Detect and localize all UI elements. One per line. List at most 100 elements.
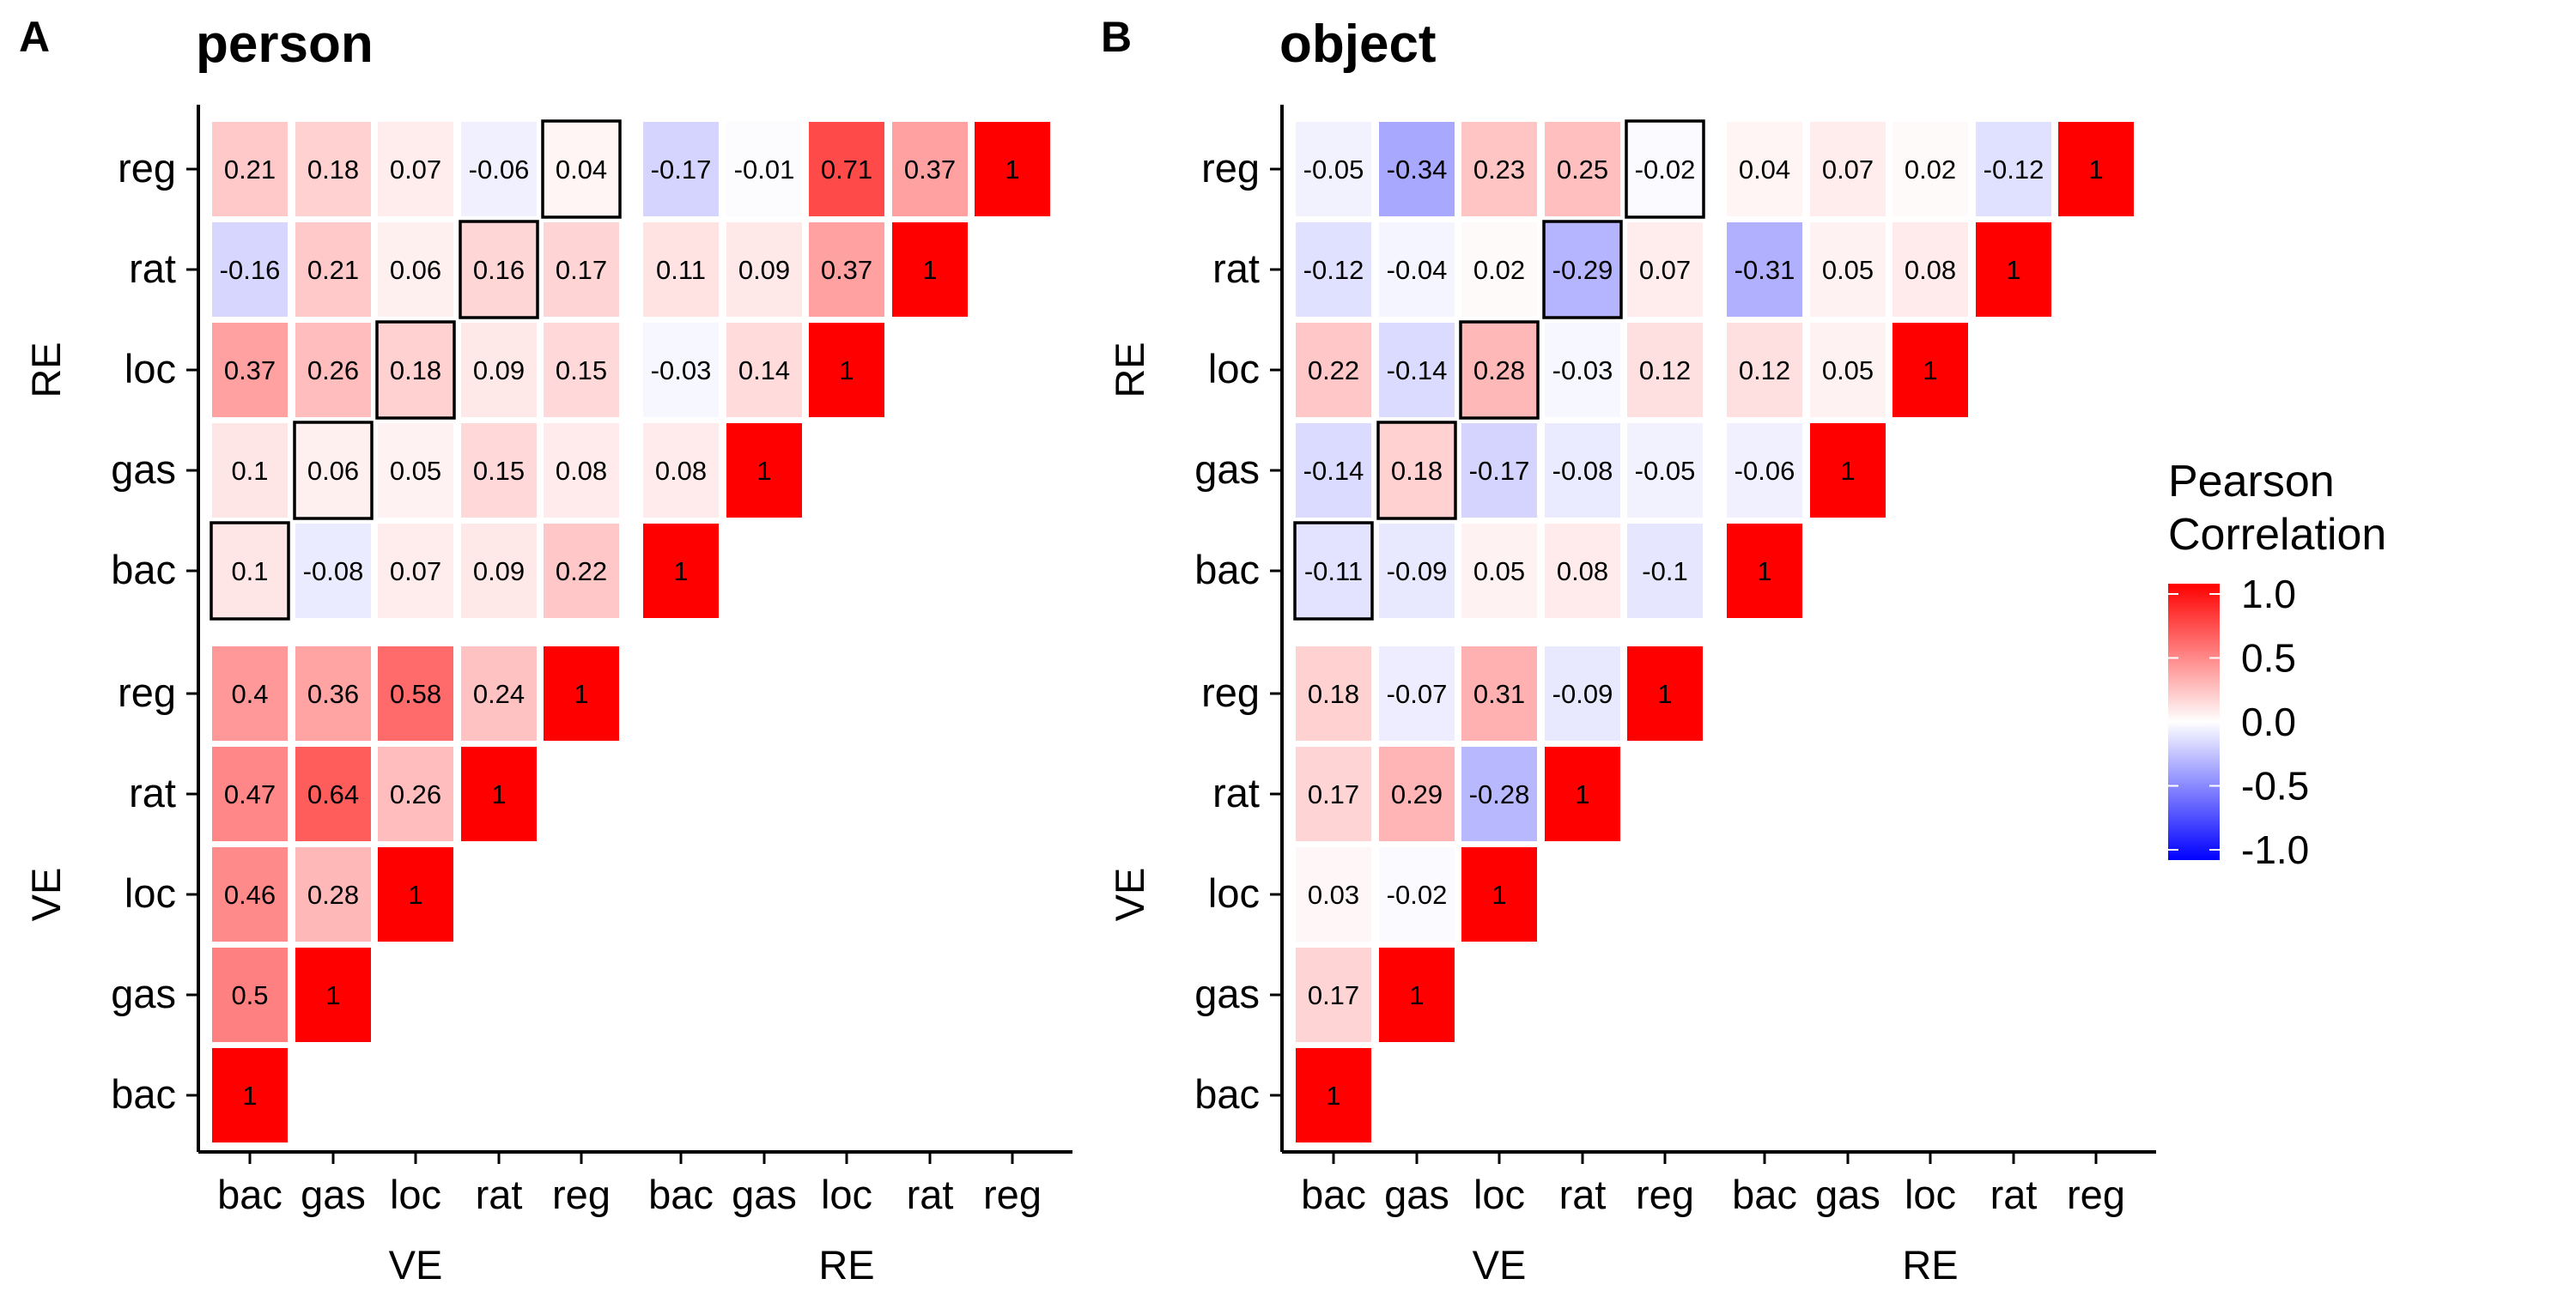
cell-value-label: 1 bbox=[2006, 255, 2020, 285]
cell-value-label: 0.4 bbox=[231, 679, 268, 709]
cell-value-label: 0.17 bbox=[1308, 980, 1359, 1010]
cell-value-label: -0.12 bbox=[1984, 155, 2044, 185]
cell-value-label: 0.23 bbox=[1473, 155, 1525, 185]
heatmap-cell bbox=[1379, 122, 1455, 216]
cell-value-label: -0.11 bbox=[1304, 556, 1363, 586]
x-tick-label: gas bbox=[732, 1172, 797, 1217]
heatmap-cell bbox=[1727, 323, 1802, 417]
cell-value-label: 1 bbox=[1326, 1081, 1340, 1111]
cell-value-label: 1 bbox=[325, 980, 340, 1010]
cell-value-label: 0.46 bbox=[224, 880, 276, 910]
heatmap-cell bbox=[1296, 948, 1371, 1042]
x-tick-label: gas bbox=[1384, 1172, 1449, 1217]
cell-value-label: 0.12 bbox=[1639, 355, 1691, 385]
heatmap-cell bbox=[461, 323, 537, 417]
heatmap-cell bbox=[1379, 423, 1455, 518]
y-tick-label: loc bbox=[1208, 870, 1260, 916]
cell-value-label: -0.1 bbox=[1642, 556, 1687, 586]
y-tick-label: gas bbox=[111, 446, 176, 492]
cell-value-label: 0.16 bbox=[473, 255, 525, 285]
cell-value-label: 0.09 bbox=[473, 556, 525, 586]
heatmap-cell bbox=[1379, 847, 1455, 942]
x-tick-label: reg bbox=[552, 1172, 611, 1217]
cell-value-label: 0.5 bbox=[231, 980, 268, 1010]
cell-value-label: 0.17 bbox=[1308, 779, 1359, 809]
x-tick-label: rat bbox=[1990, 1172, 2038, 1217]
y-tick-label: rat bbox=[1212, 245, 1260, 291]
heatmap-cell bbox=[1545, 323, 1620, 417]
cell-value-label: -0.16 bbox=[220, 255, 281, 285]
heatmap-cell bbox=[378, 222, 453, 317]
heatmap-cell bbox=[1296, 1048, 1371, 1142]
x-tick-label: bac bbox=[217, 1172, 283, 1217]
y-tick-label: rat bbox=[1212, 770, 1260, 815]
y-group-label: VE bbox=[1107, 868, 1152, 922]
heatmap-cell bbox=[1545, 222, 1620, 317]
heatmap-cell bbox=[892, 122, 968, 216]
x-tick-label: loc bbox=[821, 1172, 872, 1217]
heatmap-cell bbox=[212, 948, 288, 1042]
heatmap-cell bbox=[1296, 524, 1371, 618]
cell-value-label: 0.18 bbox=[390, 355, 441, 385]
panel-object: B object 1 0.17 1 0.03 -0.02 1 0.17 0.29 -0.28 1 0… bbox=[1101, 13, 2156, 1288]
cell-value-label: -0.14 bbox=[1387, 355, 1448, 385]
heatmap-cell bbox=[1296, 122, 1371, 216]
cell-value-label: -0.02 bbox=[1387, 880, 1448, 910]
heatmap-cell bbox=[809, 222, 884, 317]
x-tick-label: gas bbox=[301, 1172, 366, 1217]
heatmap-cell bbox=[212, 1048, 288, 1142]
cell-value-label: 0.07 bbox=[1639, 255, 1691, 285]
heatmap-cell bbox=[378, 323, 453, 417]
highlight-box bbox=[210, 521, 290, 621]
y-tick-label: rat bbox=[129, 770, 176, 815]
heatmap-cell bbox=[1461, 847, 1537, 942]
heatmap-cell bbox=[295, 222, 371, 317]
cell-value-label: -0.02 bbox=[1635, 155, 1696, 185]
legend-tick-label: -1.0 bbox=[2241, 827, 2309, 872]
cell-value-label: -0.03 bbox=[1552, 355, 1613, 385]
y-tick-label: loc bbox=[1208, 346, 1260, 391]
heatmap-cell bbox=[1627, 122, 1703, 216]
cell-value-label: 1 bbox=[1757, 556, 1771, 586]
cell-value-label: 0.12 bbox=[1739, 355, 1790, 385]
axes-frame bbox=[197, 105, 1072, 1154]
cell-value-label: 0.64 bbox=[307, 779, 359, 809]
cell-value-label: 0.08 bbox=[655, 456, 707, 486]
legend-tick-label: 0.0 bbox=[2241, 700, 2296, 744]
cell-value-label: 0.03 bbox=[1308, 880, 1359, 910]
legend-title-line2: Correlation bbox=[2168, 510, 2386, 560]
y-group-label: RE bbox=[1107, 342, 1152, 397]
cell-value-label: 0.04 bbox=[1739, 155, 1790, 185]
x-group-label: VE bbox=[1473, 1242, 1527, 1288]
y-group-label: RE bbox=[23, 342, 69, 397]
heatmap-cell bbox=[1810, 122, 1886, 216]
y-tick-label: bac bbox=[1194, 547, 1260, 592]
panel-letter: A bbox=[19, 13, 50, 61]
x-tick-label: rat bbox=[1559, 1172, 1607, 1217]
heatmap-cell bbox=[1893, 323, 1968, 417]
panel-letter: B bbox=[1101, 13, 1132, 61]
heatmap-cell bbox=[726, 323, 802, 417]
heatmap-cell bbox=[1379, 524, 1455, 618]
y-tick-label: reg bbox=[1201, 145, 1260, 191]
x-tick-label: loc bbox=[1473, 1172, 1525, 1217]
heatmap-cell bbox=[295, 122, 371, 216]
cell-value-label: 0.21 bbox=[307, 255, 359, 285]
cell-value-label: -0.29 bbox=[1552, 255, 1613, 285]
heatmap-cell bbox=[461, 423, 537, 518]
cell-value-label: 1 bbox=[922, 255, 937, 285]
heatmap-cell bbox=[1461, 323, 1537, 417]
heatmap-cell bbox=[1727, 423, 1802, 518]
y-tick-label: reg bbox=[1201, 670, 1260, 715]
cell-value-label: 0.07 bbox=[390, 556, 441, 586]
heatmap-cell bbox=[1627, 323, 1703, 417]
axes-frame bbox=[1280, 105, 2156, 1154]
heatmap-cell bbox=[544, 323, 619, 417]
y-tick-label: reg bbox=[118, 670, 176, 715]
heatmap-cell bbox=[1461, 423, 1537, 518]
x-tick-label: rat bbox=[907, 1172, 954, 1217]
cell-value-label: 0.09 bbox=[473, 355, 525, 385]
heatmap-cell bbox=[212, 847, 288, 942]
heatmap-cell bbox=[544, 524, 619, 618]
